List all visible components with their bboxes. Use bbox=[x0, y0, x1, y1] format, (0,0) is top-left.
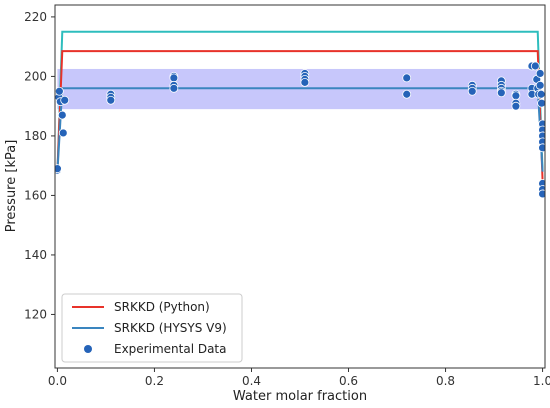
x-tick-label: 0.2 bbox=[145, 374, 164, 388]
x-tick-label: 0.8 bbox=[436, 374, 455, 388]
data-point bbox=[496, 88, 506, 98]
legend: SRKKD (Python) SRKKD (HYSYS V9) Experime… bbox=[61, 293, 243, 363]
data-point bbox=[169, 83, 179, 93]
legend-label-experimental: Experimental Data bbox=[114, 342, 227, 356]
data-point bbox=[511, 101, 521, 111]
y-tick-label: 200 bbox=[24, 69, 47, 83]
data-point bbox=[57, 110, 67, 120]
legend-label-hysys: SRKKD (HYSYS V9) bbox=[114, 321, 227, 335]
data-point bbox=[402, 89, 412, 99]
y-tick-label: 220 bbox=[24, 10, 47, 24]
data-point bbox=[535, 69, 545, 78]
data-point bbox=[538, 143, 545, 153]
data-point bbox=[402, 73, 412, 83]
x-tick-label: 1.0 bbox=[533, 374, 550, 388]
data-point bbox=[300, 77, 310, 87]
y-tick-label: 140 bbox=[24, 248, 47, 262]
data-point bbox=[60, 95, 70, 105]
data-point bbox=[58, 128, 68, 138]
legend-swatch-experimental bbox=[84, 345, 92, 353]
data-point bbox=[538, 189, 545, 199]
data-point bbox=[537, 98, 545, 108]
plot-frame bbox=[54, 4, 546, 369]
y-tick-label: 160 bbox=[24, 188, 47, 202]
data-point bbox=[55, 164, 62, 174]
y-axis-label: Pressure [kPa] bbox=[4, 140, 19, 233]
legend-label-python: SRKKD (Python) bbox=[114, 300, 210, 314]
x-axis-label: Water molar fraction bbox=[233, 389, 367, 404]
x-tick-label: 0.0 bbox=[48, 374, 67, 388]
x-axis: 0.0 0.2 0.4 0.6 0.8 1.0 bbox=[48, 368, 550, 388]
data-point bbox=[530, 61, 540, 71]
y-tick-label: 120 bbox=[24, 307, 47, 321]
data-point bbox=[511, 91, 521, 101]
x-tick-label: 0.6 bbox=[339, 374, 358, 388]
data-point bbox=[535, 80, 545, 90]
data-point bbox=[536, 89, 545, 99]
x-tick-label: 0.4 bbox=[242, 374, 261, 388]
legend-box bbox=[61, 293, 243, 363]
data-point bbox=[55, 86, 64, 96]
data-point bbox=[106, 95, 116, 105]
y-tick-label: 180 bbox=[24, 129, 47, 143]
data-point bbox=[467, 86, 477, 96]
y-axis: 120 140 160 180 200 220 bbox=[24, 10, 55, 321]
data-point bbox=[169, 73, 179, 83]
